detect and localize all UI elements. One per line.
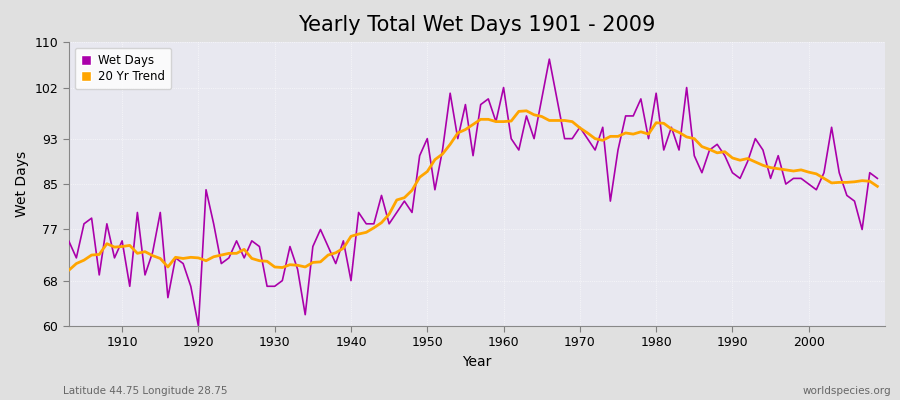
20 Yr Trend — [323, 253, 334, 258]
20 Yr Trend — [521, 108, 532, 113]
Wet Days — [544, 57, 554, 62]
20 Yr Trend — [48, 277, 58, 282]
Text: Latitude 44.75 Longitude 28.75: Latitude 44.75 Longitude 28.75 — [63, 386, 228, 396]
20 Yr Trend — [598, 138, 608, 143]
Wet Days — [193, 324, 203, 328]
Legend: Wet Days, 20 Yr Trend: Wet Days, 20 Yr Trend — [75, 48, 171, 89]
20 Yr Trend — [491, 119, 501, 124]
20 Yr Trend — [277, 265, 288, 270]
20 Yr Trend — [109, 245, 120, 250]
Title: Yearly Total Wet Days 1901 - 2009: Yearly Total Wet Days 1901 - 2009 — [298, 15, 655, 35]
Wet Days — [284, 244, 295, 249]
Y-axis label: Wet Days: Wet Days — [15, 151, 29, 217]
Wet Days — [499, 85, 509, 90]
Wet Days — [48, 290, 58, 294]
Text: worldspecies.org: worldspecies.org — [803, 386, 891, 396]
Wet Days — [872, 176, 883, 181]
20 Yr Trend — [872, 184, 883, 189]
Wet Days — [605, 199, 616, 204]
X-axis label: Year: Year — [463, 355, 491, 369]
Wet Days — [109, 256, 120, 260]
Wet Days — [506, 136, 517, 141]
Wet Days — [330, 261, 341, 266]
Line: 20 Yr Trend: 20 Yr Trend — [53, 111, 878, 280]
Line: Wet Days: Wet Days — [53, 59, 878, 326]
20 Yr Trend — [499, 119, 509, 124]
